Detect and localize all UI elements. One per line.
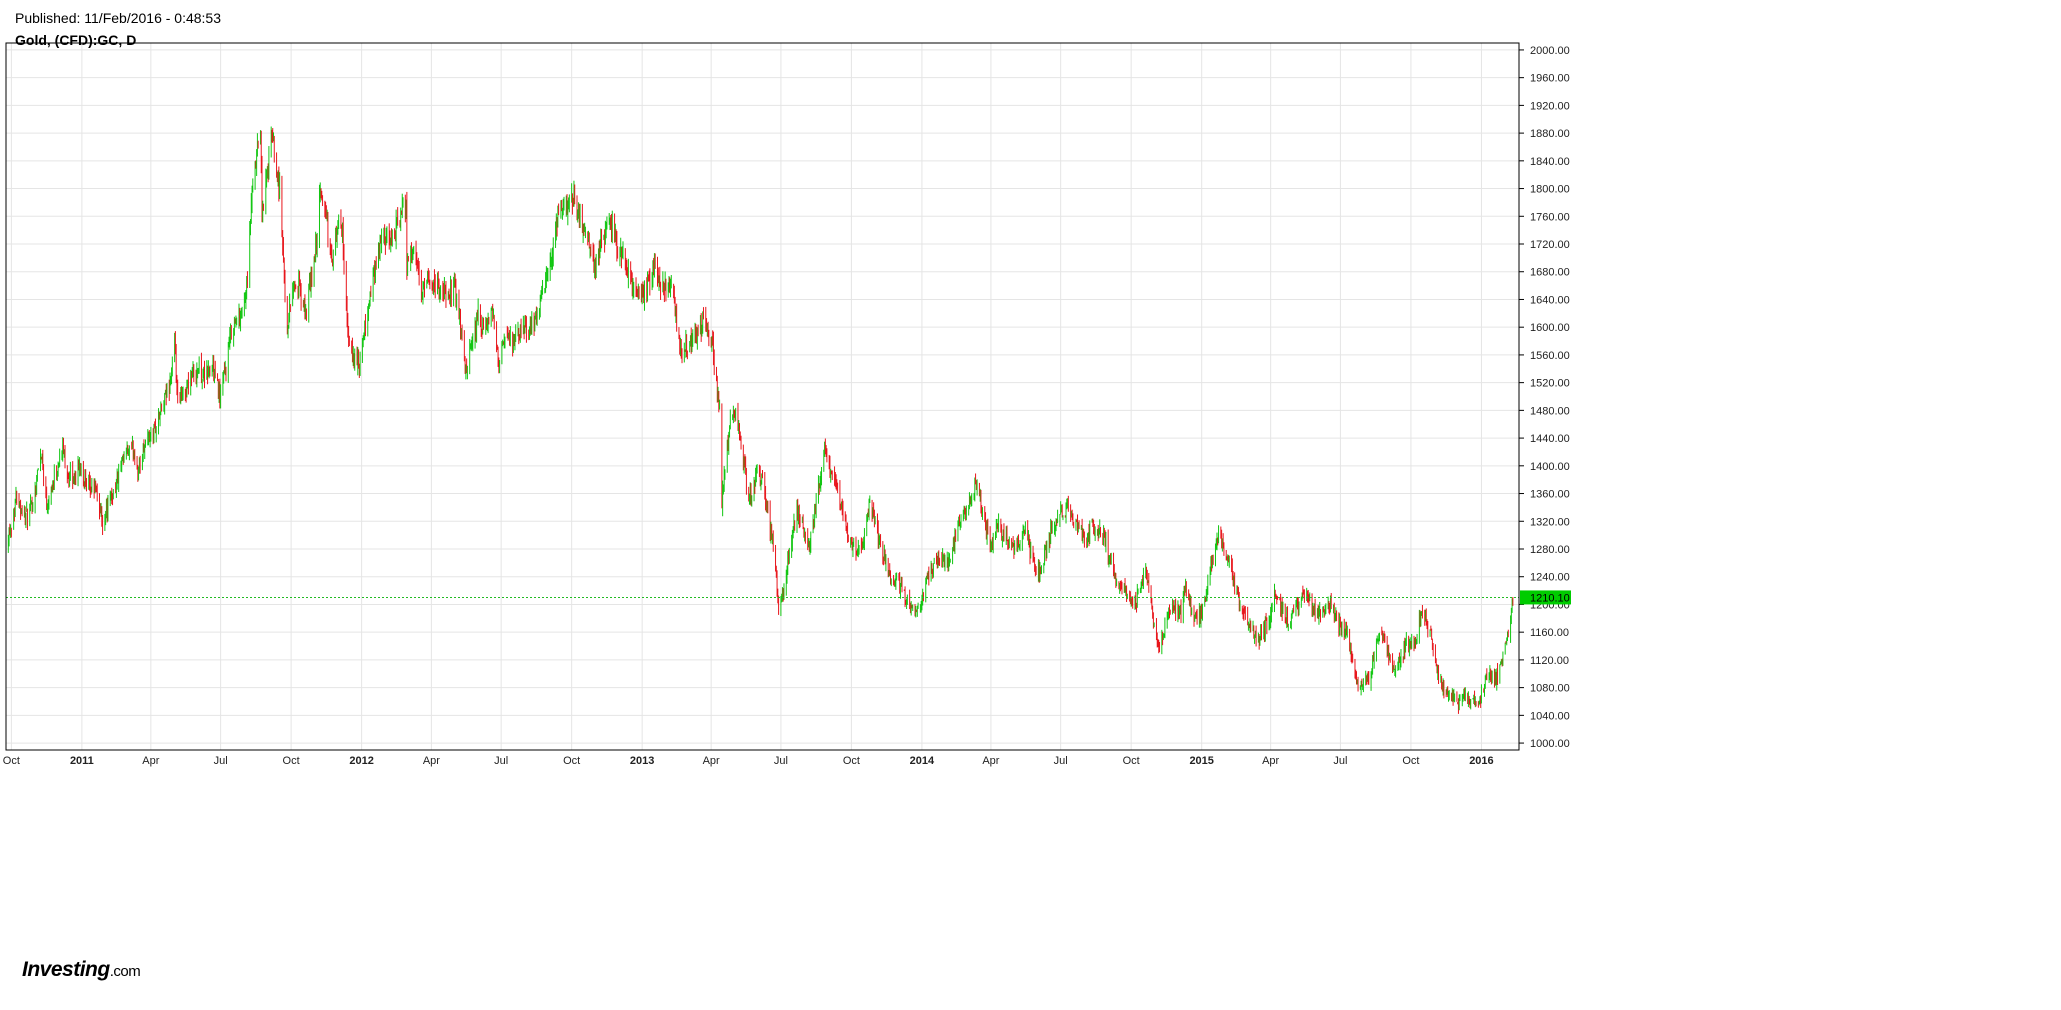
x-tick-label: Jul (774, 755, 788, 767)
chart-grid (6, 43, 1519, 750)
y-tick-label: 1320.00 (1530, 516, 1570, 528)
x-tick-label: 2013 (630, 755, 654, 767)
candlestick-series (5, 126, 1514, 714)
y-tick-label: 2000.00 (1530, 45, 1570, 57)
y-tick-label: 1560.00 (1530, 350, 1570, 362)
y-tick-label: 1640.00 (1530, 294, 1570, 306)
x-tick-label: 2016 (1469, 755, 1493, 767)
logo-wordmark: Investing.com (22, 958, 140, 981)
y-tick-label: 1240.00 (1530, 572, 1570, 584)
plot-frame (5, 42, 1520, 751)
y-tick-label: 1280.00 (1530, 544, 1570, 556)
y-tick-label: 1840.00 (1530, 156, 1570, 168)
x-tick-label: Jul (1333, 755, 1347, 767)
x-tick-label: Apr (142, 755, 159, 767)
x-tick-label: Apr (1262, 755, 1279, 767)
investing-logo: Investing.com (22, 958, 141, 981)
y-tick-label: 1160.00 (1530, 627, 1569, 639)
x-tick-label: Apr (703, 755, 720, 767)
x-tick-label: Apr (423, 755, 440, 767)
y-tick-label: 1120.00 (1530, 655, 1569, 667)
y-tick-label: 1440.00 (1530, 433, 1570, 445)
x-tick-label: Oct (563, 755, 580, 767)
current-price-tag-bg (1520, 590, 1571, 605)
y-tick-label: 1880.00 (1530, 128, 1570, 140)
y-tick-label: 1680.00 (1530, 267, 1570, 279)
x-tick-label: Jul (494, 755, 508, 767)
chart-header: Published: 11/Feb/2016 - 0:48:53 Gold, (… (15, 8, 221, 50)
y-tick-label: 1760.00 (1530, 211, 1570, 223)
x-tick-label: 2015 (1189, 755, 1213, 767)
y-tick-label: 1720.00 (1530, 239, 1570, 251)
logo-brand: Investing (22, 958, 110, 981)
logo-suffix: .com (110, 963, 141, 980)
y-tick-label: 1480.00 (1530, 405, 1570, 417)
x-tick-label: Oct (1123, 755, 1140, 767)
x-tick-label: Jul (214, 755, 228, 767)
y-tick-label: 1400.00 (1530, 461, 1570, 473)
y-tick-label: 1080.00 (1530, 683, 1570, 695)
y-tick-label: 1040.00 (1530, 710, 1570, 722)
x-tick-label: Oct (3, 755, 20, 767)
y-tick-label: 1800.00 (1530, 184, 1570, 196)
y-tick-label: 1600.00 (1530, 322, 1570, 334)
x-tick-label: Apr (982, 755, 999, 767)
current-price-tag: 1210.10 (1520, 590, 1571, 605)
y-tick-label: 1920.00 (1530, 100, 1570, 112)
x-tick-label: 2011 (70, 755, 94, 767)
instrument-title: Gold, (CFD):GC, D (15, 32, 137, 48)
x-tick-label: Oct (843, 755, 860, 767)
price-axis: 1000.001040.001080.001120.001160.001200.… (1519, 45, 1570, 750)
x-tick-label: Oct (1402, 755, 1419, 767)
x-tick-label: 2012 (349, 755, 373, 767)
time-axis: Oct 2011 Apr Jul Oct 2012 Apr Jul Oct 2013 Apr Jul O… (3, 755, 1494, 767)
published-timestamp: Published: 11/Feb/2016 - 0:48:53 (15, 10, 222, 26)
x-tick-label: Oct (283, 755, 300, 767)
current-price-label: 1210.10 (1530, 592, 1570, 604)
y-tick-label: 1360.00 (1530, 489, 1570, 501)
x-tick-label: 2014 (910, 755, 935, 767)
y-tick-label: 1960.00 (1530, 73, 1570, 85)
y-tick-label: 1520.00 (1530, 378, 1570, 390)
x-tick-label: Jul (1054, 755, 1068, 767)
y-tick-label: 1000.00 (1530, 738, 1570, 750)
